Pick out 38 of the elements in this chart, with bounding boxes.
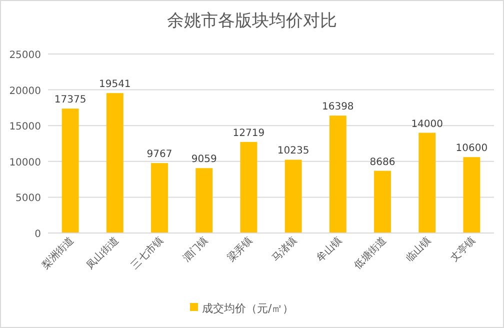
y-tick-label: 25000: [9, 50, 41, 61]
x-tick-label: 牟山镇: [314, 234, 344, 264]
data-label: 10235: [277, 146, 310, 157]
bar: [374, 170, 391, 233]
y-tick-label: 5000: [16, 193, 41, 204]
x-tick-label: 丈亭镇: [448, 234, 478, 264]
data-label: 10600: [456, 143, 488, 154]
data-label: 17375: [54, 94, 86, 106]
bar: [106, 93, 124, 233]
bar: [240, 142, 258, 233]
y-tick-label: 20000: [9, 86, 41, 97]
x-tick-label: 马渚镇: [270, 234, 300, 264]
bar: [151, 163, 168, 233]
bar: [284, 160, 302, 233]
y-tick-label: 10000: [9, 157, 41, 168]
bar: [62, 108, 79, 233]
data-label: 8686: [370, 156, 396, 168]
data-label: 16398: [322, 102, 354, 113]
bar: [196, 168, 213, 233]
legend-label: 成交均价（元/㎡）: [202, 302, 294, 315]
data-label: 19541: [98, 79, 131, 90]
x-tick-label: 梨洲街道: [40, 234, 76, 272]
x-tick-label: 泗门镇: [180, 234, 210, 264]
x-tick-label: 临山镇: [404, 234, 434, 264]
x-tick-label: 凤山街道: [84, 234, 122, 272]
data-label: 9059: [191, 154, 217, 166]
data-label: 14000: [411, 118, 444, 130]
x-tick-label: 梁弄镇: [225, 234, 255, 264]
y-tick-label: 15000: [9, 122, 41, 133]
bar: [463, 157, 480, 233]
x-tick-label: 低塘街道: [352, 234, 389, 272]
data-label: 9767: [146, 149, 172, 160]
bar: [418, 132, 436, 233]
chart-title: 余姚市各版块均价对比: [167, 11, 337, 31]
y-tick-label: 0: [34, 229, 41, 240]
data-label: 12719: [232, 128, 265, 139]
x-tick-label: 三七市镇: [128, 234, 166, 272]
bar: [329, 116, 346, 233]
